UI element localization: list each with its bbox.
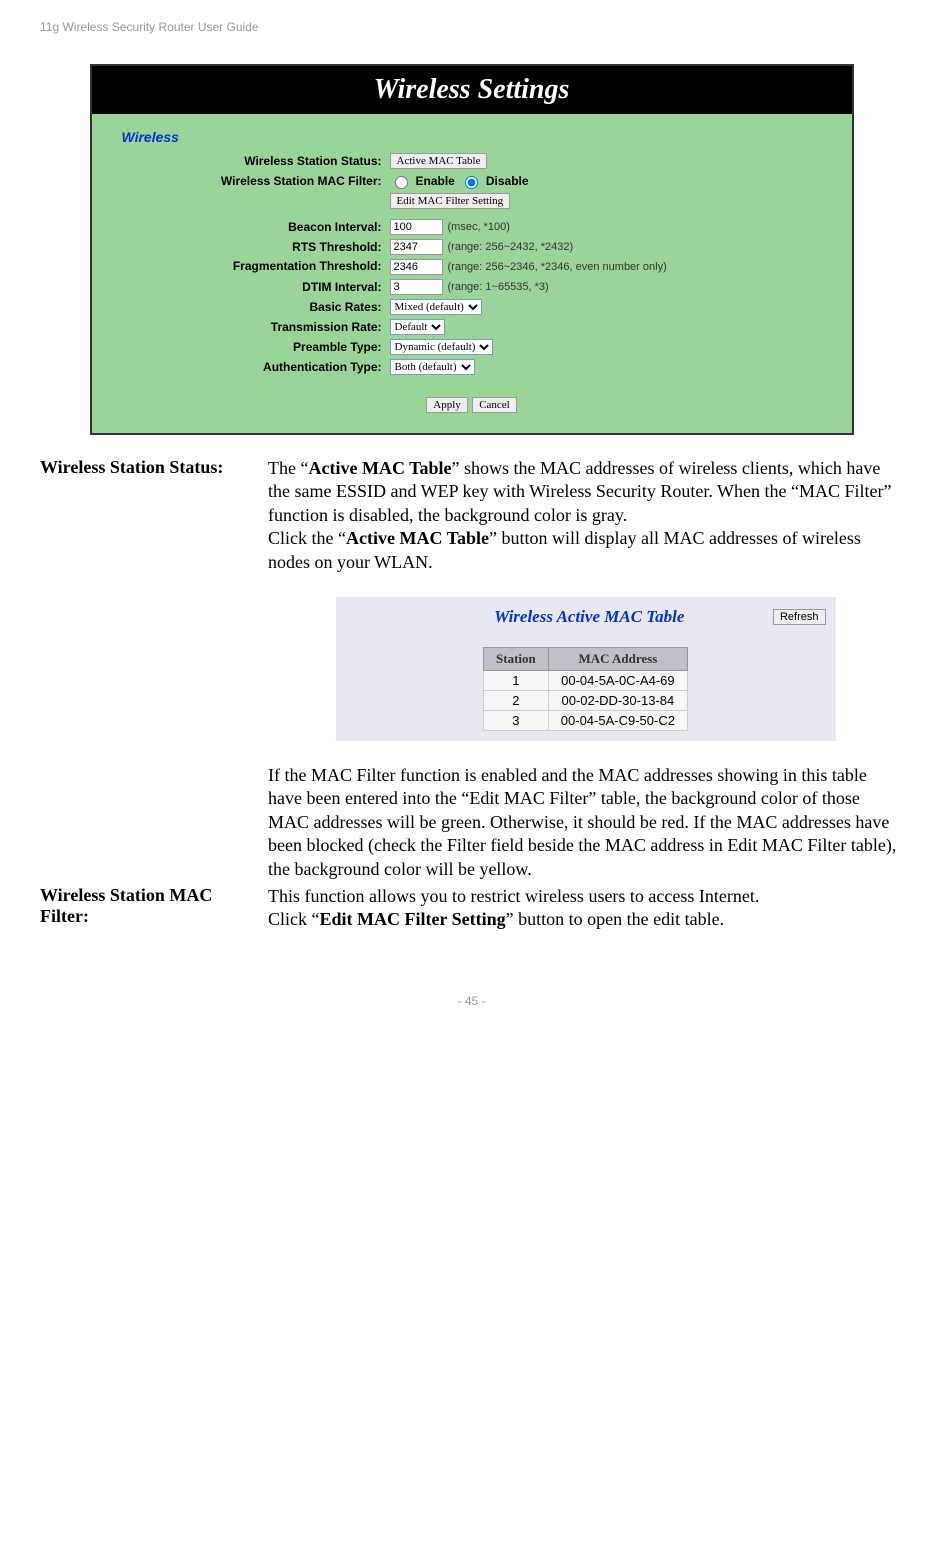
mac-table-title: Wireless Active MAC Table bbox=[406, 607, 773, 627]
beacon-hint: (msec, *100) bbox=[448, 221, 510, 233]
tx-rate-select[interactable]: Default bbox=[390, 319, 445, 335]
page-header: 11g Wireless Security Router User Guide bbox=[40, 20, 903, 34]
mac-table-panel: Wireless Active MAC Table Refresh Statio… bbox=[336, 597, 836, 741]
table-row: 1 00-04-5A-0C-A4-69 bbox=[484, 670, 688, 690]
rts-label: RTS Threshold: bbox=[112, 240, 390, 254]
desc1-text: The “Active MAC Table” shows the MAC add… bbox=[268, 455, 903, 576]
beacon-label: Beacon Interval: bbox=[112, 220, 390, 234]
desc3-text: This function allows you to restrict wir… bbox=[268, 883, 903, 934]
tx-rate-label: Transmission Rate: bbox=[112, 320, 390, 334]
basic-rates-label: Basic Rates: bbox=[112, 300, 390, 314]
desc1-label: Wireless Station Status: bbox=[40, 455, 268, 576]
edit-mac-filter-button[interactable]: Edit MAC Filter Setting bbox=[390, 193, 511, 209]
beacon-input[interactable] bbox=[390, 219, 443, 235]
table-row: 2 00-02-DD-30-13-84 bbox=[484, 690, 688, 710]
rts-input[interactable] bbox=[390, 239, 443, 255]
col-mac: MAC Address bbox=[548, 647, 687, 670]
table-row: 3 00-04-5A-C9-50-C2 bbox=[484, 710, 688, 730]
active-mac-table-button[interactable]: Active MAC Table bbox=[390, 153, 488, 169]
auth-label: Authentication Type: bbox=[112, 360, 390, 374]
refresh-button[interactable]: Refresh bbox=[773, 609, 826, 625]
settings-title: Wireless Settings bbox=[92, 66, 852, 114]
page-number: - 45 - bbox=[40, 994, 903, 1008]
dtim-input[interactable] bbox=[390, 279, 443, 295]
enable-radio[interactable] bbox=[395, 176, 408, 189]
station-status-label: Wireless Station Status: bbox=[112, 154, 390, 168]
wireless-section-heading: Wireless bbox=[112, 124, 832, 153]
frag-hint: (range: 256~2346, *2346, even number onl… bbox=[448, 261, 667, 273]
disable-radio[interactable] bbox=[465, 176, 478, 189]
auth-select[interactable]: Both (default) bbox=[390, 359, 475, 375]
dtim-hint: (range: 1~65535, *3) bbox=[448, 281, 549, 293]
wireless-settings-panel: Wireless Settings Wireless Wireless Stat… bbox=[90, 64, 854, 435]
dtim-label: DTIM Interval: bbox=[112, 280, 390, 294]
desc2-text: If the MAC Filter function is enabled an… bbox=[268, 762, 903, 883]
basic-rates-select[interactable]: Mixed (default) bbox=[390, 299, 482, 315]
desc3-label: Wireless Station MAC Filter: bbox=[40, 883, 268, 934]
enable-label: Enable bbox=[416, 174, 455, 188]
apply-button[interactable]: Apply bbox=[426, 397, 468, 413]
frag-label: Fragmentation Threshold: bbox=[112, 260, 390, 273]
col-station: Station bbox=[484, 647, 549, 670]
cancel-button[interactable]: Cancel bbox=[472, 397, 517, 413]
disable-label: Disable bbox=[486, 174, 529, 188]
rts-hint: (range: 256~2432, *2432) bbox=[448, 241, 574, 253]
preamble-label: Preamble Type: bbox=[112, 340, 390, 354]
mac-filter-label: Wireless Station MAC Filter: bbox=[112, 174, 390, 188]
mac-address-table: Station MAC Address 1 00-04-5A-0C-A4-69 … bbox=[483, 647, 688, 731]
preamble-select[interactable]: Dynamic (default) bbox=[390, 339, 493, 355]
frag-input[interactable] bbox=[390, 259, 443, 275]
